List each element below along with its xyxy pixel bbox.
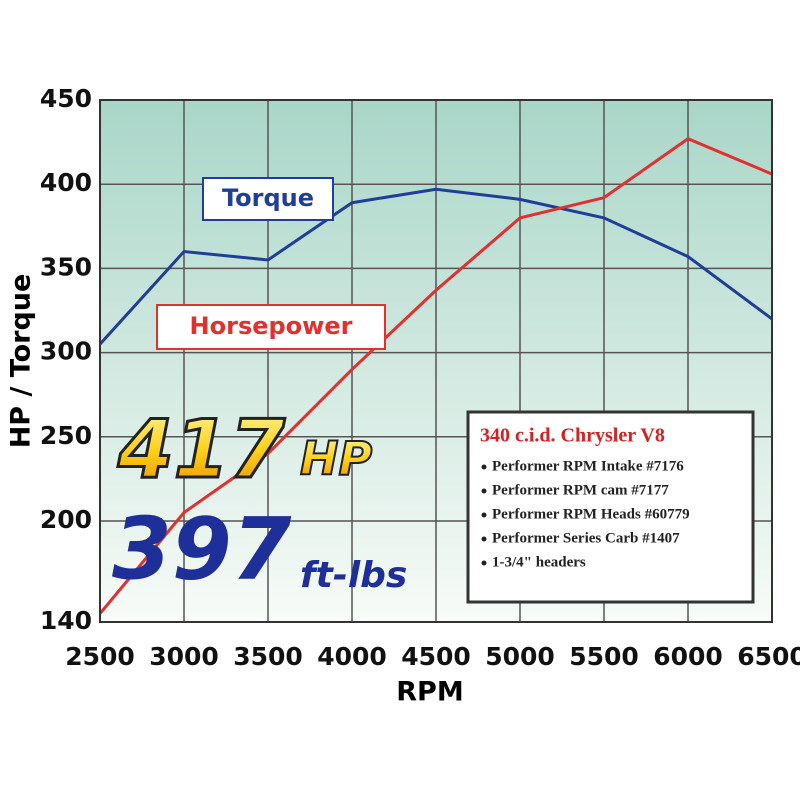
hp-peak-unit: HP	[300, 432, 372, 486]
legend-label: Horsepower	[190, 312, 353, 340]
y-tick-label: 250	[40, 421, 92, 450]
x-tick-label: 4500	[401, 642, 471, 671]
x-tick-label: 3500	[233, 642, 303, 671]
torque-peak-number: 397	[112, 499, 292, 599]
bullet	[481, 488, 487, 494]
info-item: Performer RPM cam #7177	[492, 482, 669, 498]
y-tick-label: 350	[40, 252, 92, 281]
info-title: 340 c.i.d. Chrysler V8	[480, 425, 665, 447]
torque-peak-unit: ft-lbs	[300, 555, 407, 596]
legend-box	[156, 304, 386, 350]
series-line	[98, 187, 773, 346]
bullet	[481, 512, 487, 518]
info-item: Performer RPM Heads #60779	[492, 506, 690, 522]
x-tick-label: 5500	[569, 642, 639, 671]
y-tick-label: 400	[40, 168, 92, 197]
hp-peak-number: 417	[117, 403, 285, 496]
legend-box	[202, 177, 334, 221]
bullet	[481, 536, 487, 542]
x-tick-label: 6500	[737, 642, 800, 671]
info-box	[466, 410, 755, 604]
info-item: 1-3/4" headers	[492, 554, 586, 570]
series-line	[98, 137, 773, 615]
x-tick-label: 3000	[149, 642, 219, 671]
y-tick-label: 140	[40, 606, 92, 635]
x-tick-label: 5000	[485, 642, 555, 671]
x-axis-label: RPM	[396, 677, 463, 708]
plot-frame	[99, 99, 773, 623]
x-tick-label: 4000	[317, 642, 387, 671]
y-tick-label: 200	[40, 505, 92, 534]
info-item: Performer Series Carb #1407	[492, 530, 680, 546]
legend-label: Torque	[222, 184, 314, 212]
y-tick-label: 450	[40, 84, 92, 113]
y-axis-label: HP / Torque	[6, 274, 37, 449]
info-item: Performer RPM Intake #7176	[492, 458, 684, 474]
bullet	[481, 560, 487, 566]
x-tick-label: 2500	[65, 642, 135, 671]
bullet	[481, 464, 487, 470]
x-tick-label: 6000	[653, 642, 723, 671]
y-tick-label: 300	[40, 337, 92, 366]
